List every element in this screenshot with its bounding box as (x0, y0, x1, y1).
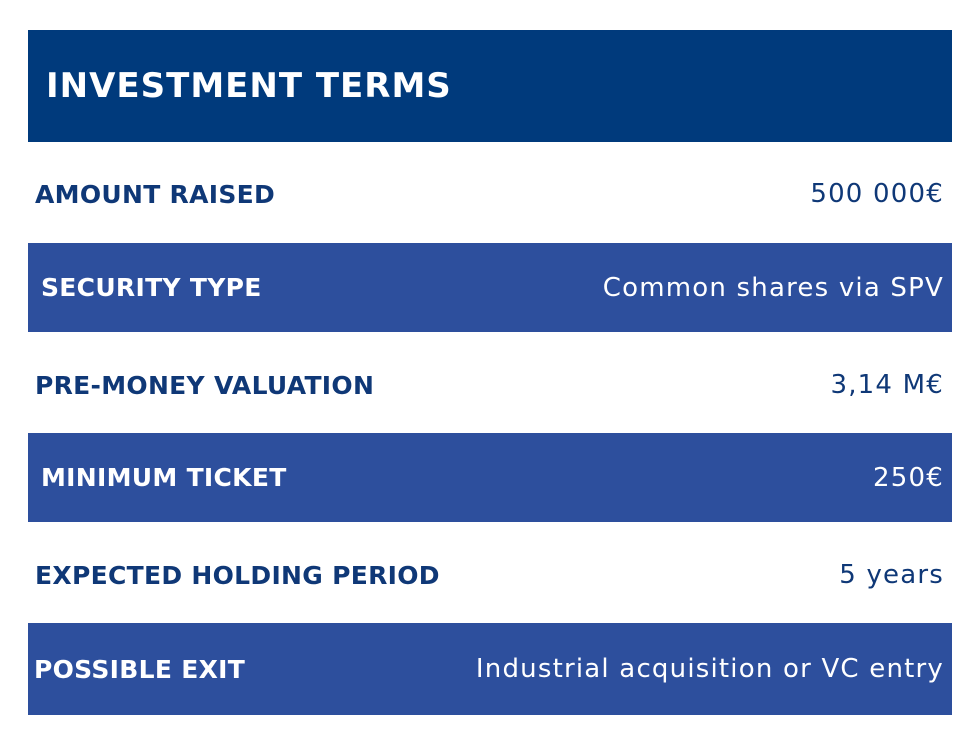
row-possible-exit: POSSIBLE EXIT Industrial acquisition or … (28, 623, 952, 715)
possible-exit-label: POSSIBLE EXIT (34, 654, 246, 684)
amount-raised-value: 500 000€ (810, 179, 944, 209)
row-amount-raised: AMOUNT RAISED 500 000€ (28, 146, 952, 242)
row-pre-money-valuation: PRE-MONEY VALUATION 3,14 M€ (28, 337, 952, 433)
possible-exit-value: Industrial acquisition or VC entry (475, 654, 944, 684)
expected-holding-period-value: 5 years (839, 560, 944, 590)
row-minimum-ticket: MINIMUM TICKET 250€ (28, 433, 952, 522)
table-header: INVESTMENT TERMS (28, 30, 952, 142)
pre-money-valuation-label: PRE-MONEY VALUATION (35, 370, 375, 400)
expected-holding-period-label: EXPECTED HOLDING PERIOD (35, 560, 440, 590)
amount-raised-label: AMOUNT RAISED (35, 179, 276, 209)
row-security-type: SECURITY TYPE Common shares via SPV (28, 243, 952, 332)
minimum-ticket-value: 250€ (873, 462, 944, 493)
security-type-value: Common shares via SPV (602, 272, 944, 303)
minimum-ticket-label: MINIMUM TICKET (41, 463, 287, 492)
security-type-label: SECURITY TYPE (41, 273, 262, 302)
pre-money-valuation-value: 3,14 M€ (830, 370, 944, 400)
table-title: INVESTMENT TERMS (46, 66, 452, 106)
row-expected-holding-period: EXPECTED HOLDING PERIOD 5 years (28, 527, 952, 623)
